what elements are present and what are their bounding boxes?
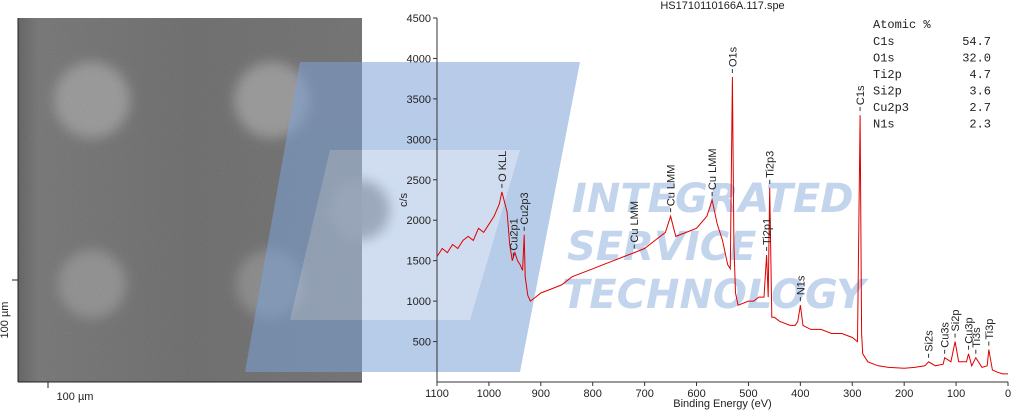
- plot: HS1710110166A.117.spe5001000150020002500…: [398, 0, 1011, 410]
- x-tick-label: 300: [843, 388, 861, 400]
- composition-title: Atomic %: [873, 18, 931, 32]
- peak-label: N1s: [795, 275, 807, 295]
- y-tick-label: 2000: [407, 215, 431, 227]
- peak-label: Ti2p1: [762, 218, 774, 245]
- x-tick-label: 900: [532, 388, 550, 400]
- x-tick-label: 200: [895, 388, 913, 400]
- element: C1s: [873, 35, 895, 49]
- x-tick-label: 1000: [477, 388, 501, 400]
- y-tick-label: 500: [413, 337, 431, 349]
- peak-label: Cu LMM: [666, 165, 678, 207]
- scale-label: 100 µm: [0, 302, 11, 339]
- element: N1s: [873, 118, 895, 132]
- element: Ti2p: [873, 68, 902, 82]
- element: Si2p: [873, 85, 902, 99]
- x-tick-label: 700: [635, 388, 653, 400]
- x-tick-label: 1100: [425, 388, 449, 400]
- percent: 4.7: [969, 68, 991, 82]
- percent: 2.7: [969, 101, 991, 115]
- chart-title: HS1710110166A.117.spe: [660, 0, 784, 12]
- peak-label: Ti2p3: [765, 151, 777, 178]
- spectrum-line: [436, 76, 1008, 375]
- peak-label: Cu3p: [964, 317, 976, 343]
- peak-label: Cu LMM: [629, 201, 641, 243]
- peak-label: Si2s: [924, 330, 936, 352]
- y-tick-label: 1000: [407, 296, 431, 308]
- peak-label: Si2p: [950, 310, 962, 332]
- percent: 3.6: [969, 85, 991, 99]
- y-tick-label: 3000: [407, 134, 431, 146]
- peak-label: Ti3p: [984, 319, 996, 340]
- percent: 32.0: [962, 52, 991, 66]
- element: Cu2p3: [873, 101, 909, 115]
- peak-label: O1s: [727, 46, 739, 67]
- scale-label: 100 µm: [57, 391, 94, 403]
- element: O1s: [873, 52, 895, 66]
- x-tick-label: 100: [947, 388, 965, 400]
- peak-label: Cu2p3: [519, 192, 531, 224]
- peak-label: Cu3s: [940, 322, 952, 348]
- peak-label: Ti3s: [971, 327, 983, 348]
- y-tick-label: 4000: [407, 53, 431, 65]
- peak-label: Cu LMM: [707, 148, 719, 190]
- x-tick-label: 800: [584, 388, 602, 400]
- peak-label: Cu2p1: [508, 218, 520, 250]
- watermark-line: SERVICE: [567, 224, 756, 270]
- percent: 2.3: [969, 118, 991, 132]
- x-tick-label: 600: [687, 388, 705, 400]
- watermark-line: TECHNOLOGY: [562, 272, 869, 318]
- x-tick-label: 0: [1005, 388, 1011, 400]
- y-tick-label: 2500: [407, 175, 431, 187]
- watermark-line: INTEGRATED: [572, 176, 854, 222]
- y-tick-label: 1500: [407, 256, 431, 268]
- percent: 54.7: [962, 35, 991, 49]
- x-tick-label: 500: [739, 388, 757, 400]
- x-axis-label: Binding Energy (eV): [673, 398, 771, 410]
- watermark: [245, 62, 580, 372]
- peak-label: C1s: [855, 85, 867, 105]
- y-tick-label: 3500: [407, 94, 431, 106]
- y-tick-label: 4500: [407, 13, 431, 25]
- x-tick-label: 400: [791, 388, 809, 400]
- y-axis-label: c/s: [398, 192, 410, 207]
- peak-label: O KLL: [497, 151, 509, 182]
